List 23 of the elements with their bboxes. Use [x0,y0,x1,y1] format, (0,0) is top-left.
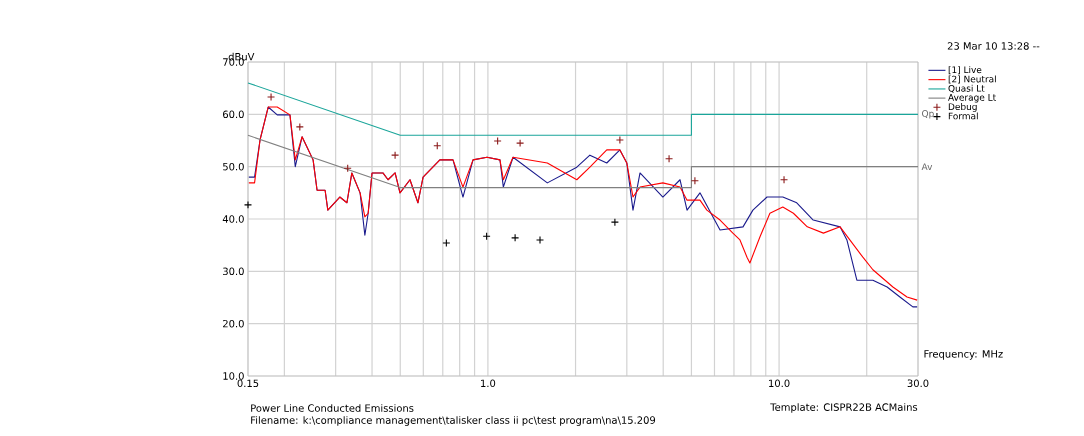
text: Filename: k:\compliance management\talisker class ii pc\test program\na\15.209 [251,416,656,426]
y-tick-label: 50.0 [223,162,244,171]
x-tick-label: 30.0 [907,379,929,388]
annotation: Qp [922,110,934,119]
y-tick-label: 10.0 [223,372,244,380]
legend-label: Average Lt [948,94,996,103]
y-tick-label: 20.0 [223,319,244,328]
text: Template: CISPR22B ACMains [770,403,918,413]
text: Power Line Conducted Emissions [251,404,414,412]
x-axis-title: Frequency: MHz [924,350,1003,360]
x-tick-label: 1.0 [481,379,496,388]
x-tick-label: 0.15 [237,379,259,388]
y-tick-label: 60.0 [223,110,244,119]
legend-label: [2] Neutral [948,75,996,84]
y-tick-label: 40.0 [222,215,244,223]
legend-label: Formal [948,112,978,120]
legend-label: [1] Live [948,66,982,75]
y-tick-label: 30.0 [223,267,244,276]
legend-label: Quasi Lt [948,84,985,93]
annotation: Av [921,163,933,170]
text: 23 Mar 10 13:28 -- [947,42,1040,50]
x-tick-label: 10.0 [769,379,790,388]
legend-label: Debug [948,103,977,112]
